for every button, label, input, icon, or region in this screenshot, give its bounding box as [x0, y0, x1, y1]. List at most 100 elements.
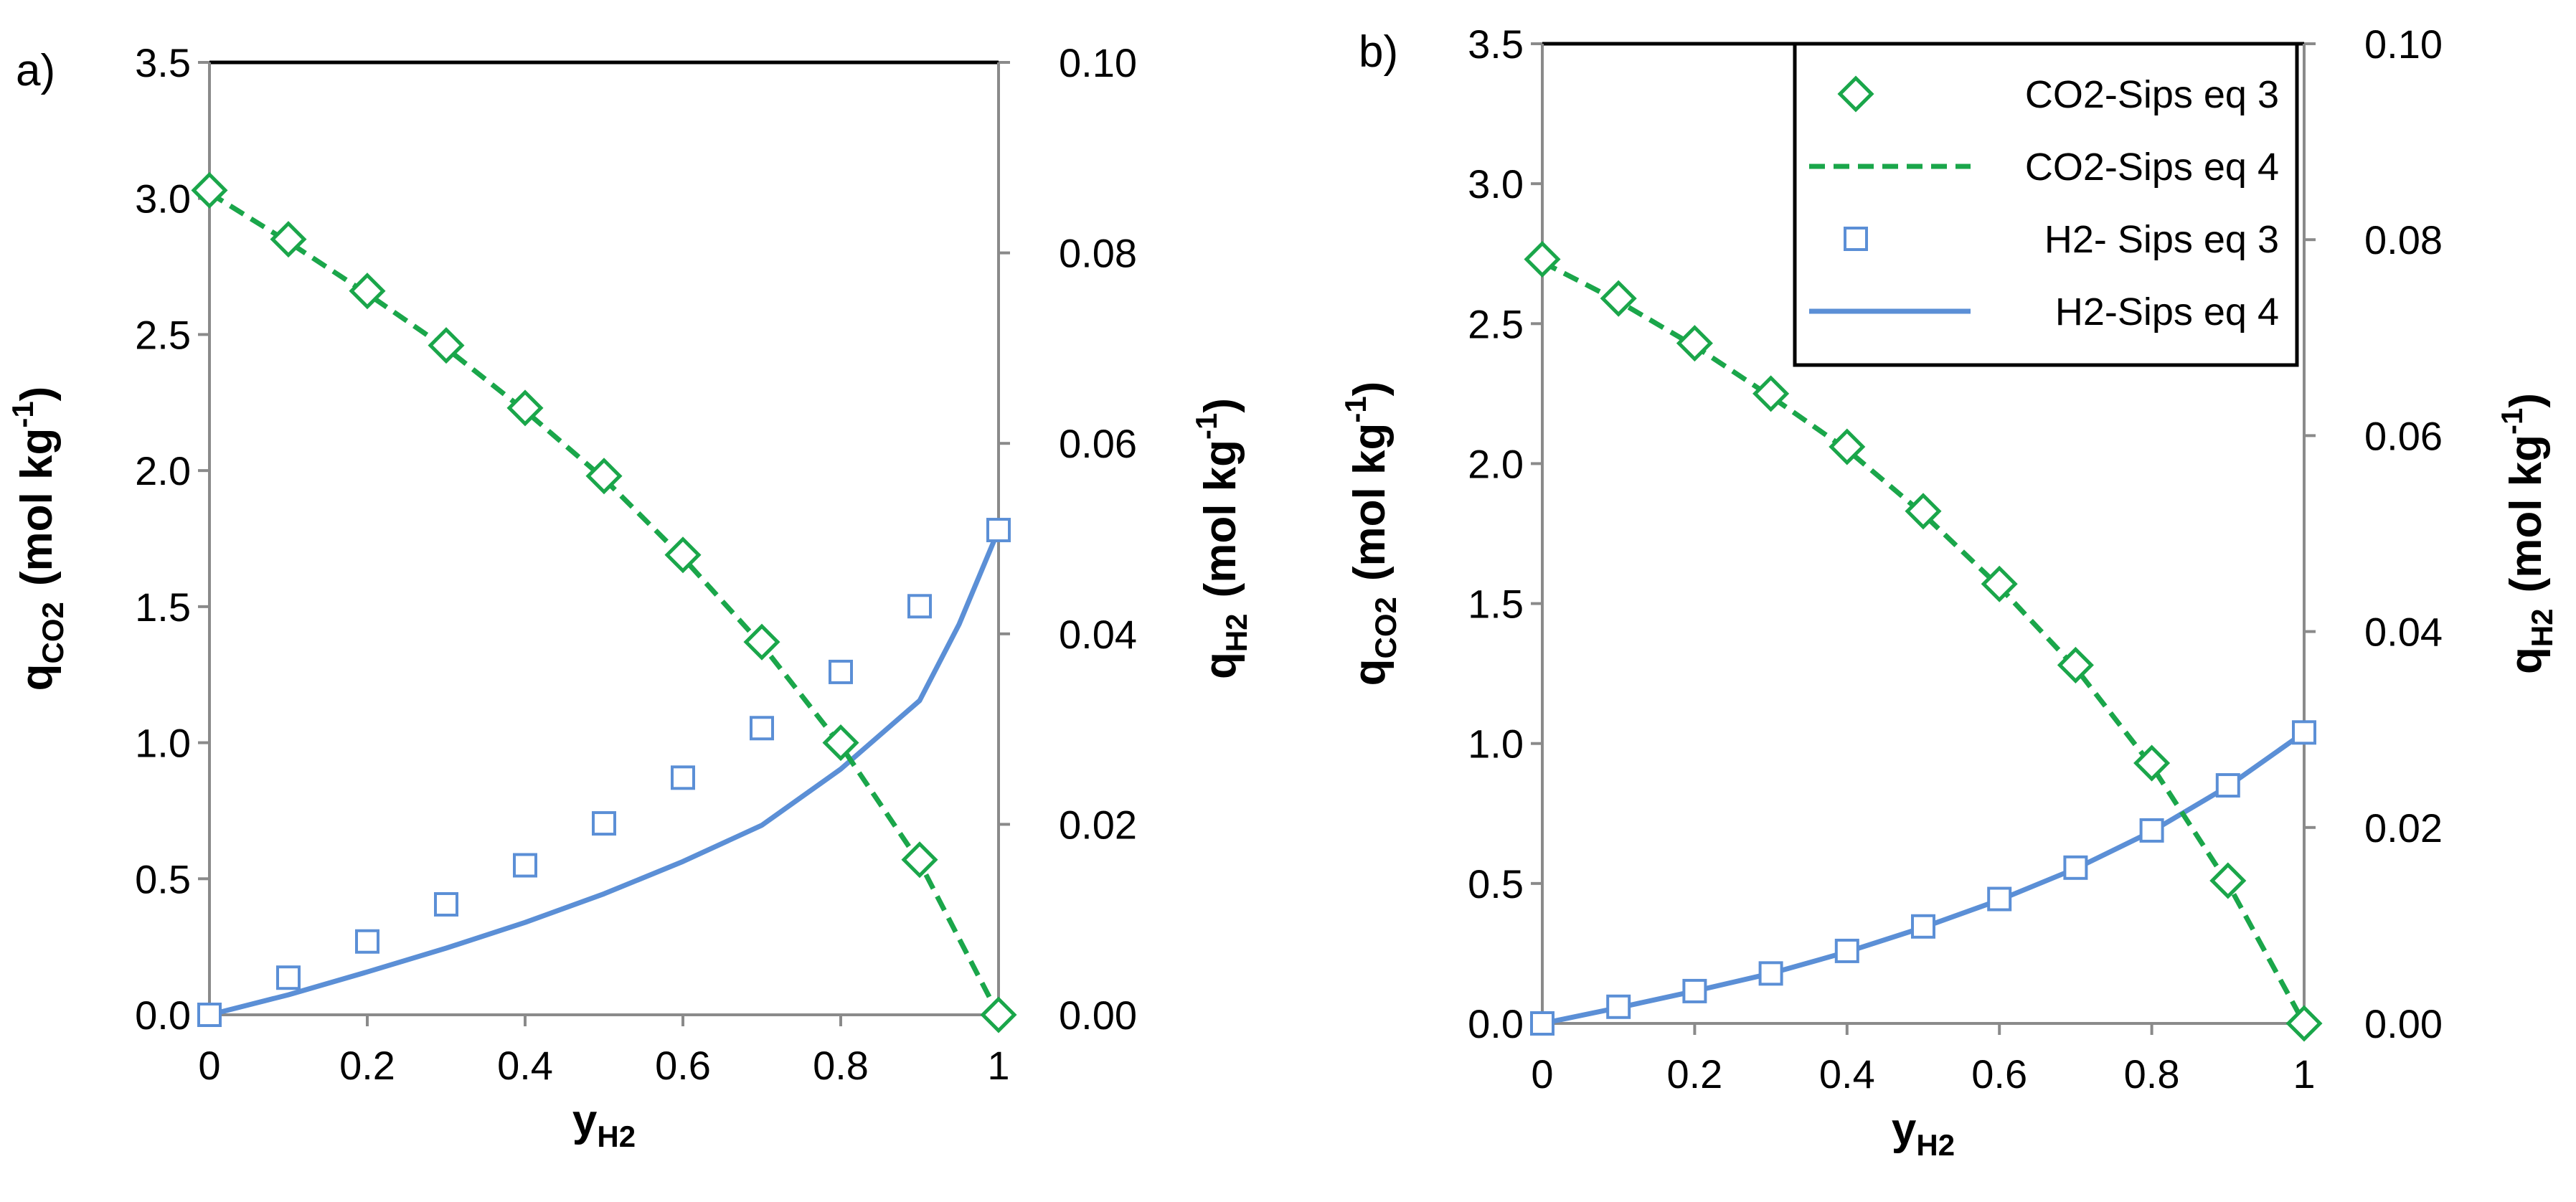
panel-label: a) — [16, 46, 55, 95]
left-tick-label: 3.5 — [1468, 22, 1524, 67]
x-axis-title: yH2 — [1892, 1104, 1955, 1162]
data-point-square — [1987, 886, 2012, 912]
left-tick-label: 0.0 — [1468, 1001, 1524, 1046]
x-tick-label: 0.8 — [813, 1043, 869, 1088]
x-tick-label: 1 — [987, 1043, 1009, 1088]
x-axis-title-main: y — [1892, 1104, 1917, 1154]
left-tick-label: 3.0 — [135, 176, 191, 222]
data-point-diamond — [1676, 325, 1713, 362]
right-tick-label: 0.00 — [1059, 993, 1137, 1038]
data-point-square — [829, 659, 853, 684]
data-point-square — [750, 716, 774, 741]
series-h2-sips-eq-4 — [1539, 729, 2307, 1026]
left-y-title-sub: CO2 — [1369, 597, 1402, 658]
series-h2-sips-eq-3 — [1530, 720, 2316, 1036]
data-point-square — [2292, 720, 2316, 745]
series-h2-sips-eq-3 — [197, 518, 1011, 1027]
left-y-title-close: ) — [1345, 382, 1395, 397]
left-tick-label: 2.0 — [1468, 441, 1524, 486]
legend-label: H2-Sips eq 4 — [2055, 290, 2279, 333]
x-axis-title-sub: H2 — [1916, 1128, 1955, 1162]
data-point-square — [1834, 938, 1859, 963]
right-y-title-close: ) — [1196, 398, 1245, 413]
data-point-square — [197, 1003, 222, 1027]
data-point-diamond — [428, 327, 465, 364]
left-tick-label: 0.5 — [1468, 861, 1524, 907]
data-point-square — [434, 891, 458, 917]
data-point-square — [1606, 994, 1631, 1019]
data-point-diamond — [2133, 744, 2171, 782]
data-point-diamond — [191, 171, 228, 209]
legend-swatch-square — [1844, 227, 1868, 251]
data-point-square — [592, 811, 616, 836]
left-y-title-sup: -1 — [6, 401, 39, 427]
left-tick-label: 0.5 — [135, 856, 191, 902]
x-axis-title-main: y — [572, 1096, 598, 1145]
data-point-square — [355, 929, 379, 954]
series-h2-sips-eq-4 — [207, 527, 1001, 1018]
data-point-diamond — [349, 273, 386, 310]
right-tick-label: 0.08 — [2364, 217, 2443, 262]
data-point-diamond — [1524, 240, 1561, 278]
left-tick-label: 1.0 — [135, 721, 191, 766]
x-tick-label: 0.6 — [655, 1043, 711, 1088]
data-point-square — [907, 594, 932, 619]
x-tick-label: 0 — [1531, 1051, 1553, 1097]
legend-swatch-diamond — [1837, 75, 1874, 113]
left-y-title-main: q — [1345, 658, 1395, 686]
right-tick-label: 0.10 — [2364, 22, 2443, 67]
right-y-title-main: q — [2501, 647, 2551, 674]
right-y-title-sup: -1 — [1189, 413, 1223, 440]
data-point-diamond — [901, 841, 938, 879]
x-tick-label: 0.4 — [1819, 1051, 1875, 1097]
data-point-diamond — [743, 623, 780, 661]
data-point-square — [1682, 978, 1707, 1003]
left-tick-label: 3.0 — [1468, 161, 1524, 207]
right-tick-label: 0.06 — [2364, 413, 2443, 458]
right-y-title-rest: (mol kg — [2501, 435, 2551, 592]
x-axis-title-sub: H2 — [597, 1120, 636, 1153]
x-tick-label: 0.2 — [1666, 1051, 1722, 1097]
panel-label: b) — [1359, 27, 1398, 77]
left-y-title-rest: (mol kg — [1345, 423, 1395, 581]
left-y-axis-title: qCO2 (mol kg-1) — [6, 387, 70, 691]
x-axis-title: yH2 — [572, 1096, 636, 1153]
data-point-square — [276, 965, 301, 990]
right-tick-label: 0.06 — [1059, 421, 1137, 466]
data-point-square — [513, 853, 537, 878]
right-y-title-sub: H2 — [1219, 613, 1253, 652]
data-point-diamond — [1752, 375, 1790, 412]
x-tick-label: 1 — [2293, 1051, 2315, 1097]
right-tick-label: 0.02 — [2364, 805, 2443, 851]
x-tick-label: 0.6 — [1971, 1051, 2027, 1097]
series-co2-sips-eq-4 — [1541, 260, 2307, 1025]
data-point-diamond — [270, 221, 307, 258]
right-y-title-main: q — [1196, 652, 1245, 679]
data-point-square — [1911, 914, 1935, 939]
data-point-diamond — [585, 458, 623, 495]
left-y-title-sub: CO2 — [36, 602, 70, 663]
left-tick-label: 2.5 — [1468, 301, 1524, 346]
right-tick-label: 0.04 — [2364, 610, 2443, 655]
right-y-title-sub: H2 — [2525, 608, 2559, 647]
data-point-diamond — [2285, 1005, 2323, 1042]
right-tick-label: 0.04 — [1059, 612, 1137, 657]
left-tick-label: 1.0 — [1468, 721, 1524, 767]
right-tick-label: 0.02 — [1059, 802, 1137, 847]
right-tick-label: 0.00 — [2364, 1001, 2443, 1046]
data-point-square — [2063, 855, 2088, 880]
left-y-axis-title: qCO2 (mol kg-1) — [1339, 382, 1402, 686]
data-point-square — [1758, 961, 1783, 986]
series-line — [207, 527, 1001, 1018]
x-tick-label: 0.8 — [2124, 1051, 2180, 1097]
x-tick-label: 0.4 — [497, 1043, 553, 1088]
left-y-title-rest: (mol kg — [12, 428, 62, 586]
panel-a: 0.0 0.5 1.0 1.5 2.0 2.5 3.0 3.5 0.00 0.02 0.04 0.06… — [6, 40, 1253, 1153]
legend-label: H2- Sips eq 3 — [2044, 218, 2279, 261]
data-point-diamond — [2057, 646, 2094, 683]
left-tick-label: 0.0 — [135, 993, 191, 1038]
data-point-diamond — [980, 996, 1017, 1033]
left-tick-label: 1.5 — [1468, 582, 1524, 627]
data-point-diamond — [1829, 428, 1866, 465]
series-co2-sips-eq-3 — [191, 171, 1017, 1033]
